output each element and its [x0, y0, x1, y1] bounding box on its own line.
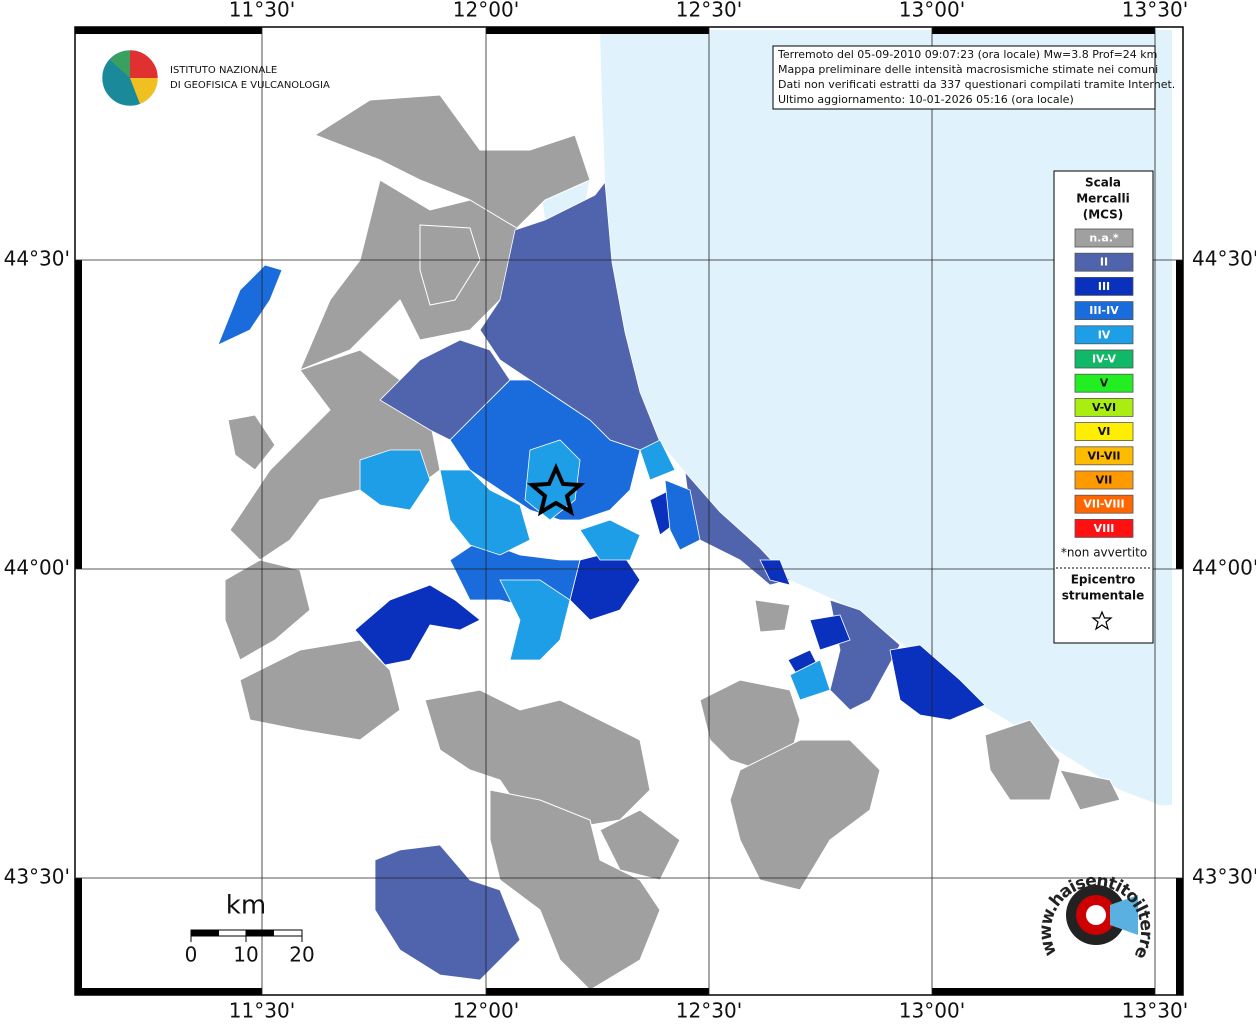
logo-line: ISTITUTO NAZIONALE	[170, 65, 277, 76]
legend-label: VI-VII	[1087, 449, 1120, 462]
legend-star	[1091, 610, 1113, 631]
legend-label: VIII	[1094, 522, 1115, 535]
legend-swatch	[1074, 470, 1134, 490]
areas-intensity-ii	[374, 180, 901, 981]
lon-label: 13°00'	[899, 0, 965, 22]
areas-intensity-iii	[354, 489, 986, 721]
border-bar	[1176, 878, 1183, 995]
border-bar	[75, 260, 82, 569]
scale-bar: km 0 10 20	[185, 891, 315, 967]
border-bar	[1176, 260, 1183, 569]
logo-line: DI GEOFISICA E VULCANOLOGIA	[170, 80, 330, 91]
legend-swatch	[1074, 397, 1134, 417]
info-line: Dati non verificati estratti da 337 ques…	[778, 78, 1175, 91]
ingv-logo: ISTITUTO NAZIONALE DI GEOFISICA E VULCAN…	[101, 49, 330, 107]
legend-label: V	[1100, 377, 1109, 390]
legend-label: II	[1100, 256, 1108, 269]
lon-label: 12°30'	[676, 0, 742, 22]
frame-border	[75, 27, 1183, 995]
legend-swatch	[1074, 276, 1134, 296]
legend-label: VII	[1096, 474, 1113, 487]
legend-swatch	[1074, 446, 1134, 466]
legend-label: VII-VIII	[1083, 498, 1124, 511]
legend-swatch	[1074, 422, 1134, 442]
border-bar	[75, 988, 262, 995]
border-bar	[486, 988, 709, 995]
legend-label: III-IV	[1089, 304, 1119, 317]
info-text: Terremoto del 05-09-2010 09:07:23 (ora l…	[777, 48, 1175, 106]
border-bar	[75, 27, 262, 34]
info-box	[772, 45, 1156, 110]
lon-label: 11°30'	[229, 0, 295, 22]
lon-label: 12°00'	[453, 0, 519, 22]
lat-label: 44°00'	[1192, 556, 1256, 580]
border-bar	[932, 988, 1155, 995]
legend-title: (MCS)	[1083, 208, 1124, 222]
lat-label: 44°30'	[4, 247, 70, 271]
legend-swatch	[1074, 494, 1134, 514]
legend-swatch	[1074, 301, 1134, 321]
lon-label: 13°00'	[899, 999, 965, 1023]
legend-note: *non avvertito	[1061, 546, 1147, 560]
legend-label: V-VI	[1092, 401, 1116, 414]
info-line: Mappa preliminare delle intensità macros…	[778, 63, 1158, 76]
lat-label: 44°00'	[4, 556, 70, 580]
legend-swatch	[1074, 349, 1134, 369]
lon-label: 11°30'	[229, 999, 295, 1023]
lon-label: 13°30'	[1122, 999, 1188, 1023]
graticule	[75, 27, 1183, 995]
legend-label: n.a.*	[1089, 232, 1119, 245]
scale-label: 0	[185, 943, 198, 967]
lat-label: 43°30'	[1192, 865, 1256, 889]
legend-label: IV	[1098, 328, 1111, 341]
lat-label: 43°30'	[4, 865, 70, 889]
epicenter-star	[526, 463, 586, 517]
legend: ScalaMercalli(MCS)n.a.*IIIIIIII-IVIVIV-V…	[1056, 176, 1151, 631]
info-line: Terremoto del 05-09-2010 09:07:23 (ora l…	[777, 48, 1157, 61]
legend-label: IV-V	[1092, 353, 1117, 366]
legend-swatch	[1074, 252, 1134, 272]
border-bar	[75, 878, 82, 995]
sea	[600, 30, 1172, 805]
legend-swatch	[1074, 519, 1134, 538]
lon-label: 12°30'	[676, 999, 742, 1023]
lat-label: 44°30'	[1192, 247, 1256, 271]
lon-label: 13°30'	[1122, 0, 1188, 22]
info-line: Ultimo aggiornamento: 10-01-2026 05:16 (…	[778, 93, 1074, 106]
border-bar	[932, 27, 1155, 34]
legend-label: VI	[1098, 425, 1111, 438]
legend-title: Mercalli	[1076, 192, 1130, 206]
legend-swatch	[1074, 325, 1134, 345]
legend-swatch	[1074, 373, 1134, 393]
legend-swatch	[1074, 228, 1134, 248]
scale-label: 20	[289, 943, 314, 967]
scale-unit: km	[226, 891, 266, 921]
legend-epicenter: strumentale	[1062, 589, 1145, 603]
lon-label: 12°00'	[453, 999, 519, 1023]
border-bar	[486, 27, 709, 34]
legend-epicenter: Epicentro	[1071, 573, 1136, 587]
legend-title: Scala	[1085, 176, 1121, 190]
scale-label: 10	[233, 943, 258, 967]
legend-label: III	[1098, 280, 1110, 293]
